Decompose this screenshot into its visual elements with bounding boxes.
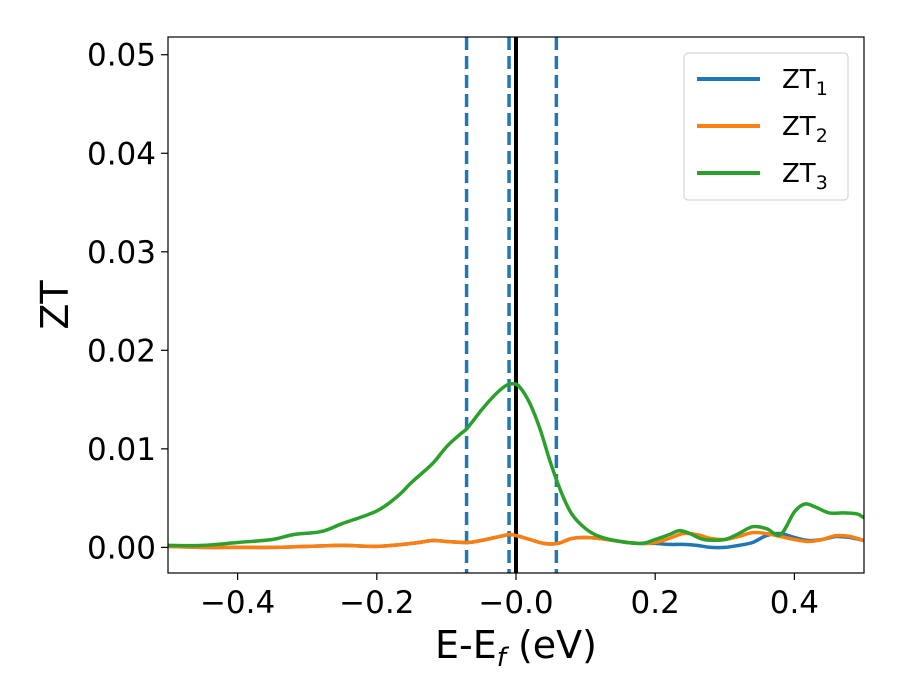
- x-tick-label: −0.2: [339, 585, 414, 621]
- x-tick-label: −0.4: [200, 585, 275, 621]
- y-tick-label: 0.01: [87, 432, 156, 468]
- x-tick-label: −0.0: [478, 585, 553, 621]
- y-axis-ticks: 0.00 0.01 0.02 0.03 0.04 0.05: [87, 38, 168, 566]
- y-tick-label: 0.05: [87, 38, 156, 74]
- y-tick-label: 0.04: [87, 136, 156, 172]
- legend-label-zt1: ZT1: [782, 65, 828, 100]
- legend-label-zt2: ZT2: [782, 112, 828, 147]
- y-axis-title: ZT: [33, 280, 77, 330]
- y-tick-label: 0.02: [87, 333, 156, 369]
- x-axis-title: E-Ef (eV): [435, 623, 597, 673]
- x-tick-label: 0.2: [631, 585, 680, 621]
- y-tick-label: 0.00: [87, 530, 156, 566]
- x-axis-ticks: −0.4 −0.2 −0.0 0.2 0.4: [200, 573, 819, 621]
- legend-label-zt3: ZT3: [782, 159, 828, 194]
- series-line-zt3: [168, 382, 864, 548]
- x-tick-label: 0.4: [770, 585, 819, 621]
- series-lines: [168, 382, 864, 550]
- legend: ZT1 ZT2 ZT3: [683, 52, 849, 201]
- y-tick-label: 0.03: [87, 235, 156, 271]
- legend-box: [683, 52, 849, 201]
